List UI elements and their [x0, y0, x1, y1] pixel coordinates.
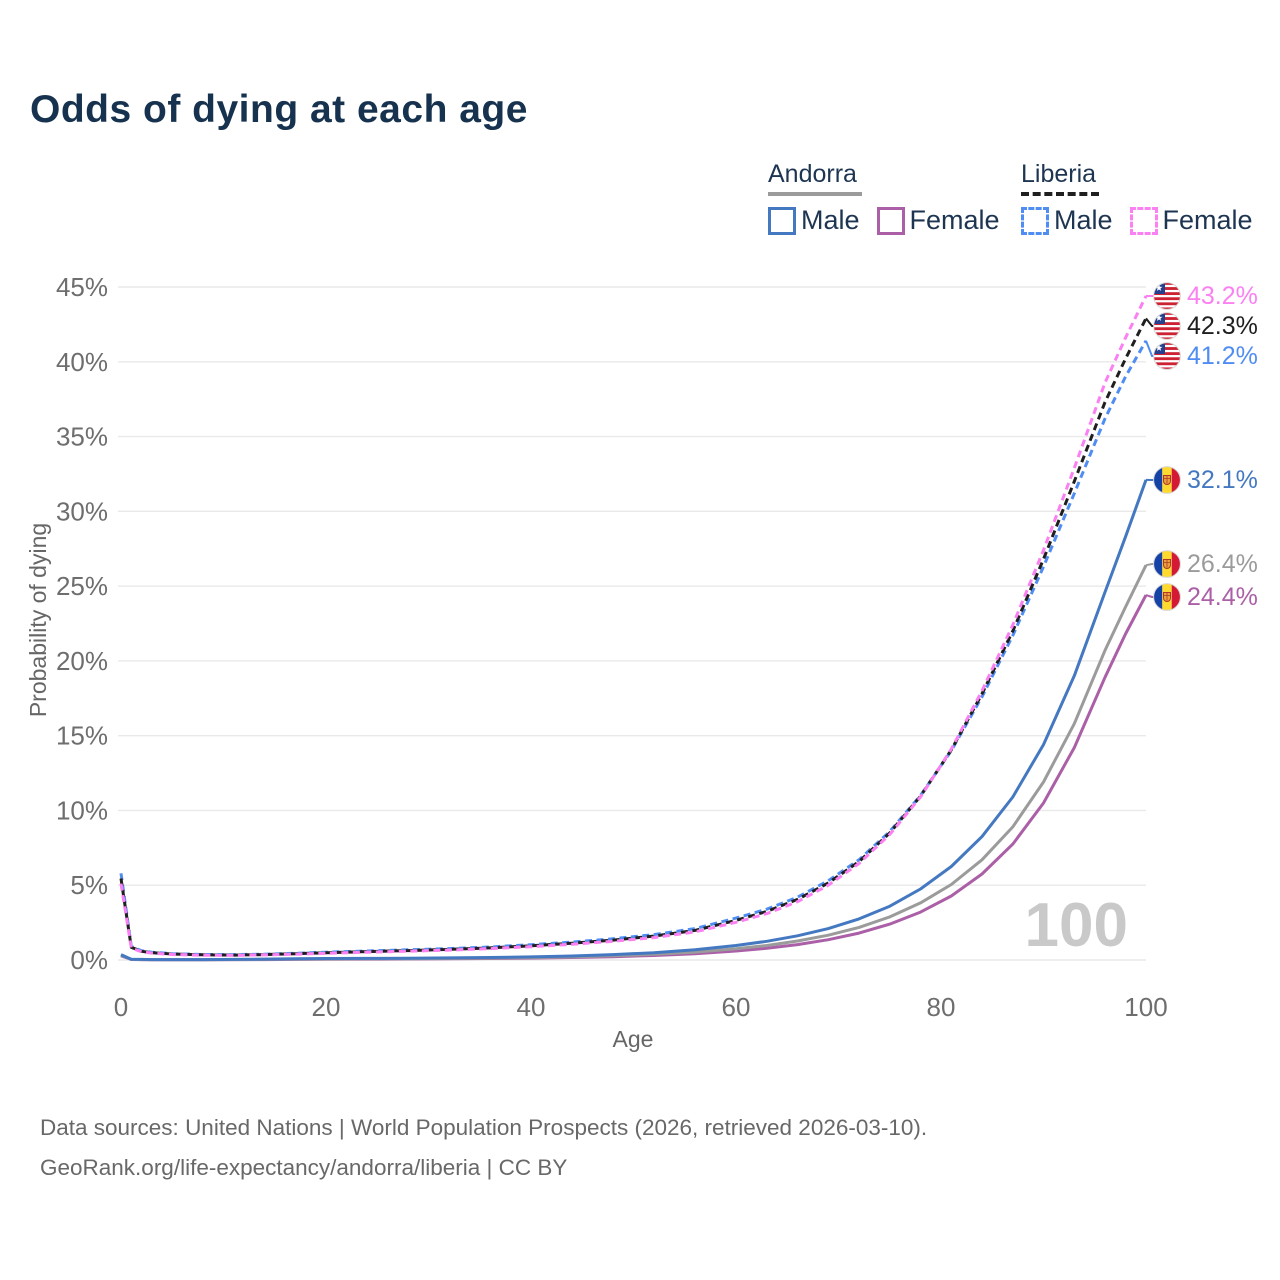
series-end-label-liberia_male: 41.2% — [1153, 341, 1258, 371]
series-line-andorra_female — [120, 594, 1148, 962]
end-value: 24.4% — [1187, 582, 1258, 611]
x-tick-label: 40 — [517, 992, 546, 1022]
x-tick-label: 60 — [722, 992, 751, 1022]
page-title: Odds of dying at each age — [30, 88, 528, 131]
y-tick-label: 0% — [70, 945, 108, 975]
legend-underline-andorra — [768, 192, 862, 196]
andorra-flag-icon — [1153, 466, 1181, 494]
liberia-flag-icon — [1153, 282, 1181, 310]
x-tick-label: 80 — [927, 992, 956, 1022]
y-tick-label: 40% — [56, 347, 108, 377]
y-tick-label: 20% — [56, 646, 108, 676]
andorra-flag-icon — [1153, 583, 1181, 611]
andorra-flag-icon — [1153, 550, 1181, 578]
series-end-label-andorra_both: 26.4% — [1153, 549, 1258, 579]
legend-swatch-andorra-male[interactable] — [768, 206, 796, 235]
end-value: 41.2% — [1187, 341, 1258, 370]
legend-label-liberia-male[interactable]: Male — [1054, 205, 1113, 235]
y-tick-label: 35% — [56, 422, 108, 452]
y-tick-label: 45% — [56, 272, 108, 302]
end-value: 43.2% — [1187, 281, 1258, 310]
legend-country-liberia[interactable]: Liberia — [1021, 160, 1097, 188]
legend-swatch-liberia-male[interactable] — [1021, 206, 1049, 235]
y-tick-label: 25% — [56, 571, 108, 601]
series-line-liberia_both — [119, 317, 1148, 957]
end-value: 42.3% — [1187, 311, 1258, 340]
legend-label-liberia-female[interactable]: Female — [1162, 205, 1253, 235]
liberia-flag-icon — [1153, 312, 1181, 340]
series-end-label-andorra_female: 24.4% — [1153, 582, 1258, 612]
legend-swatch-andorra-female[interactable] — [876, 206, 905, 235]
series-line-liberia_female — [119, 295, 1148, 957]
legend-label-andorra-male[interactable]: Male — [801, 205, 860, 235]
series-line-andorra_male — [120, 479, 1148, 962]
hover-age-watermark: 100 — [1025, 891, 1128, 960]
x-tick-label: 100 — [1124, 992, 1167, 1022]
y-tick-label: 30% — [56, 496, 108, 526]
source-note: Data sources: United Nations | World Pop… — [40, 1108, 927, 1188]
x-tick-label: 20 — [312, 992, 341, 1022]
end-value: 26.4% — [1187, 549, 1258, 578]
legend-swatch-liberia-female[interactable] — [1129, 206, 1158, 235]
legend-underline-liberia — [1021, 192, 1099, 196]
series-end-label-liberia_female: 43.2% — [1153, 281, 1258, 311]
series-end-label-liberia_both: 42.3% — [1153, 311, 1258, 341]
x-tick-label: 0 — [114, 992, 128, 1022]
y-tick-label: 5% — [70, 870, 108, 900]
source-line-1: Data sources: United Nations | World Pop… — [40, 1115, 928, 1140]
legend-group-andorra: Andorra Male Female — [768, 160, 1000, 236]
y-tick-label: 10% — [56, 795, 108, 825]
legend-label-andorra-female[interactable]: Female — [909, 205, 1000, 235]
y-axis-title: Probability of dying — [25, 523, 51, 717]
series-end-label-andorra_male: 32.1% — [1153, 465, 1258, 495]
x-axis-title: Age — [613, 1026, 654, 1052]
series-line-andorra_both — [120, 564, 1148, 962]
liberia-flag-icon — [1153, 342, 1181, 370]
source-line-2: GeoRank.org/life-expectancy/andorra/libe… — [40, 1155, 568, 1180]
legend-country-andorra[interactable]: Andorra — [768, 160, 857, 188]
end-value: 32.1% — [1187, 465, 1258, 494]
y-tick-label: 15% — [56, 721, 108, 751]
legend-group-liberia: Liberia Male Female — [1021, 160, 1253, 236]
